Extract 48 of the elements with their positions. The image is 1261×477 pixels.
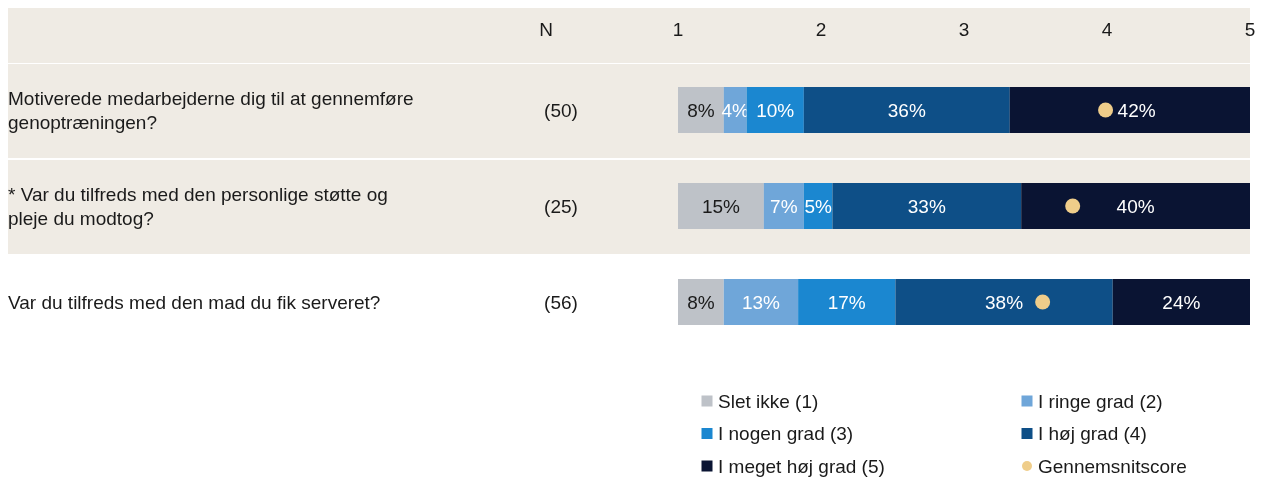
bar	[1112, 279, 1250, 325]
y-tick-label: * Var du tilfreds med den personlige støtte og pleje du modtog?	[8, 183, 388, 229]
legend-label: Slet ikke (1)	[718, 390, 819, 412]
legend-label: I nogen grad (3)	[718, 423, 854, 445]
bar	[746, 87, 804, 133]
y-tick-label: Var du tilfreds med den mad du fik serveret?	[8, 291, 381, 313]
data-label: 40%	[1116, 195, 1155, 217]
point	[1065, 198, 1081, 214]
x2-tick-label: 1	[672, 19, 684, 40]
bar	[798, 279, 896, 325]
data-label: 10%	[756, 99, 795, 121]
bar	[832, 183, 1022, 229]
bar	[763, 183, 804, 229]
bar	[1021, 183, 1250, 229]
bar	[723, 279, 799, 325]
point	[1035, 294, 1051, 310]
data-label: 5%	[804, 195, 832, 217]
data-label: 33%	[907, 195, 946, 217]
data-label: 8%	[687, 291, 715, 313]
bar	[678, 183, 764, 229]
legend-label: I ringe grad (2)	[1038, 390, 1163, 412]
data-label: 42%	[1117, 99, 1156, 121]
x2-tick-label: 5	[1244, 19, 1256, 40]
data-label: 15%	[701, 195, 741, 217]
bar	[678, 87, 724, 133]
text: (50)	[544, 99, 578, 121]
legend-label: Gennemsnitscore	[1038, 455, 1187, 477]
data-label: 38%	[985, 291, 1024, 313]
x2-tick-label: 3	[958, 19, 970, 40]
bar	[678, 279, 724, 325]
data-label: 17%	[827, 291, 866, 313]
data-label: 7%	[770, 195, 798, 217]
legend-label: I høj grad (4)	[1038, 423, 1147, 445]
data-label: 8%	[687, 99, 715, 121]
x2-tick-label: 4	[1101, 19, 1113, 40]
y-tick-label: Motiverede medarbejderne dig til at gennemføre genoptræningen?	[8, 87, 414, 133]
legend-label: I meget høj grad (5)	[718, 455, 885, 477]
point	[1098, 102, 1114, 118]
bar	[803, 87, 1010, 133]
bar	[1009, 87, 1250, 133]
data-label: 13%	[741, 291, 781, 313]
text: (25)	[544, 195, 578, 217]
bar	[895, 279, 1113, 325]
x2-tick-label: 2	[815, 19, 827, 40]
text: (56)	[544, 291, 578, 313]
text: N	[539, 19, 553, 40]
data-label: 24%	[1162, 291, 1201, 313]
data-label: 36%	[887, 99, 926, 121]
